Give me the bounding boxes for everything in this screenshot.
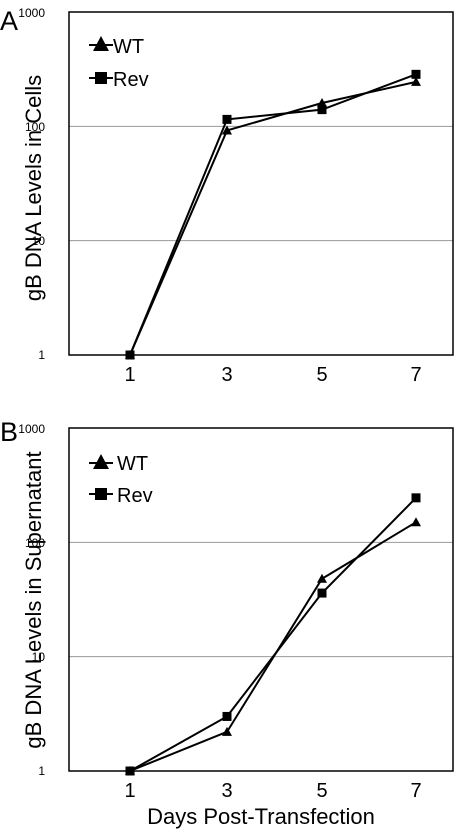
panel-b-y-tick-label: 1000 <box>18 422 45 436</box>
panel-b-point-wt <box>411 517 421 527</box>
panel-a-y-tick-label: 10 <box>32 234 46 248</box>
panel-a-point-rev <box>411 69 421 79</box>
panel-b-gridlines <box>69 541 453 658</box>
panel-a-point-rev <box>222 114 232 124</box>
panel-b-y-tick-label: 10 <box>32 650 46 664</box>
panel-a-gridlines <box>69 125 453 242</box>
panel-b-y-axis-title: gB DNA Levels in Supernatant <box>21 451 46 748</box>
panel-a-x-tick-label: 5 <box>316 364 327 386</box>
panel-a-plot-frame <box>68 11 454 356</box>
panel-b-point-wt <box>222 726 232 736</box>
panel-a-legend: WT Rev <box>89 36 149 91</box>
panel-a-point-rev <box>317 105 327 115</box>
panel-b-series-line-rev <box>129 497 417 772</box>
panel-a-point-wt <box>222 125 232 135</box>
legend-triangle-marker-icon <box>93 36 109 51</box>
legend-square-marker-icon <box>95 72 107 84</box>
panel-b-plot-frame <box>68 427 454 772</box>
legend-triangle-marker-icon <box>93 454 109 469</box>
panel-b-y-tick-label: 100 <box>25 536 45 550</box>
panel-a-x-tick-label: 1 <box>124 364 135 386</box>
panel-a-series-line-rev <box>129 73 417 356</box>
panel-a-y-tick-labels: 1 10 100 1000 <box>18 6 45 362</box>
panel-a-x-tick-label: 7 <box>410 364 421 386</box>
panel-b-y-tick-label: 1 <box>38 764 45 778</box>
panel-a-point-rev <box>125 350 135 360</box>
legend-label-rev: Rev <box>113 69 149 91</box>
panel-a-x-tick-label: 3 <box>221 364 232 386</box>
panel-a-letter: A <box>0 6 18 36</box>
panel-b-x-axis-title: Days Post-Transfection <box>147 804 375 829</box>
legend-label-rev: Rev <box>117 485 153 507</box>
legend-label-wt: WT <box>113 36 144 58</box>
panel-b-point-wt <box>317 573 327 583</box>
panel-b-x-tick-label: 7 <box>410 780 421 802</box>
panel-a-x-tick-labels: 1 3 5 7 <box>124 364 421 386</box>
panel-a-series-line-wt <box>129 80 417 356</box>
panel-b-series-line-wt <box>129 521 417 772</box>
panel-b-point-rev <box>125 766 135 776</box>
panel-a-y-tick-label: 100 <box>25 120 45 134</box>
panel-a-y-tick-label: 1000 <box>18 6 45 20</box>
legend-square-marker-icon <box>95 488 107 500</box>
panel-b: B gB DNA Levels in Supernatant 1 10 100 … <box>0 417 454 829</box>
panel-b-series <box>125 493 421 776</box>
panel-a-series <box>125 69 421 360</box>
panel-b-point-rev <box>222 711 232 721</box>
panel-b-point-rev <box>411 493 421 503</box>
panel-b-x-tick-label: 1 <box>124 780 135 802</box>
panel-b-y-tick-labels: 1 10 100 1000 <box>18 422 45 778</box>
legend-label-wt: WT <box>117 453 148 475</box>
panel-b-x-tick-label: 5 <box>316 780 327 802</box>
panel-b-x-tick-label: 3 <box>221 780 232 802</box>
panel-b-legend: WT Rev <box>89 453 153 507</box>
panel-a-y-axis-title: gB DNA Levels in Cells <box>21 75 46 301</box>
panel-b-letter: B <box>0 417 18 447</box>
panel-b-x-tick-labels: 1 3 5 7 <box>124 780 421 802</box>
panel-a-point-wt <box>317 97 327 107</box>
panel-a-y-tick-label: 1 <box>38 348 45 362</box>
panel-a: A gB DNA Levels in Cells 1 10 100 1000 1… <box>0 6 454 386</box>
panel-a-point-wt <box>411 76 421 86</box>
panel-b-point-rev <box>317 588 327 598</box>
